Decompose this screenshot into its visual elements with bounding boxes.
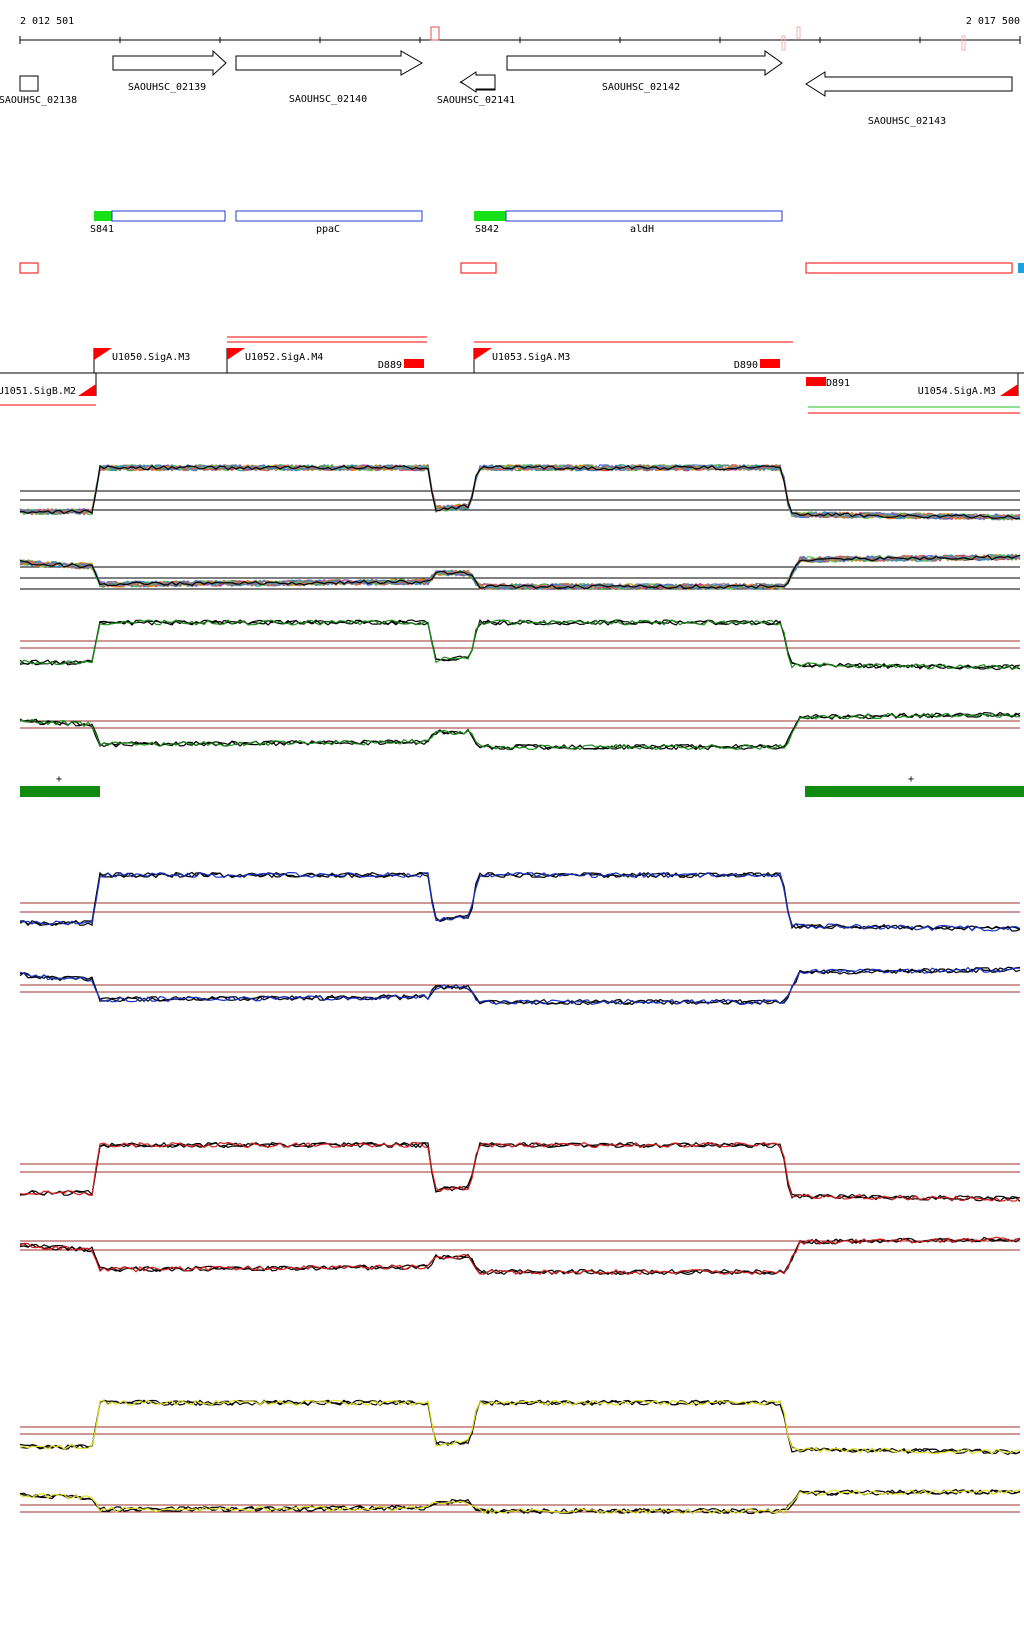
terminator-d891: D891 <box>806 377 850 389</box>
multi-profile-up <box>19 463 1021 521</box>
promoter-u1052: U1052.SigA.M4 <box>226 348 323 373</box>
profile-line-colored <box>19 1141 1021 1202</box>
gene-label: SAOUHSC_02140 <box>289 94 367 105</box>
multi-profile-up <box>19 463 1021 521</box>
profile-line-black <box>19 871 1021 932</box>
gene-label: SAOUHSC_02143 <box>868 116 946 127</box>
profile-line-colored <box>19 1489 1021 1515</box>
profile-line-black <box>19 871 1021 932</box>
gene-arrow-saouhsc-02139[interactable] <box>112 49 227 77</box>
coordinate-ruler: 2 012 501 2 017 500 <box>19 16 1021 51</box>
feature-blue-s841[interactable] <box>111 210 226 222</box>
promoter-label: U1053.SigA.M3 <box>492 352 570 363</box>
feature-blue-aldh[interactable] <box>505 210 783 222</box>
feature-blue-ppac[interactable] <box>235 210 423 222</box>
multi-profile-up <box>19 463 1021 521</box>
profile-line-colored <box>19 1236 1021 1276</box>
gene-arrow-saouhsc-02142[interactable] <box>506 50 783 76</box>
terminator-label: D890 <box>734 360 758 371</box>
promoter-u1053: U1053.SigA.M3 <box>473 348 570 373</box>
promoter-label: U1050.SigA.M3 <box>112 352 190 363</box>
segment-label: + <box>56 774 62 785</box>
promoter-label: U1054.SigA.M3 <box>918 386 996 397</box>
gene-arrow-saouhsc-02143[interactable] <box>805 71 1013 97</box>
multi-profile-up <box>19 463 1021 521</box>
feature-track: S841 ppaC S842 aldH <box>90 210 783 235</box>
terminator-label: D891 <box>826 378 850 389</box>
profile-line-colored <box>19 966 1021 1006</box>
terminator-d889: D889 <box>378 359 424 371</box>
gene-label: SAOUHSC_02142 <box>602 82 680 93</box>
terminator-label: D889 <box>378 360 402 371</box>
expression-profiles <box>19 463 1021 1515</box>
segment-track: + + <box>20 774 1024 797</box>
promoter-u1050: U1050.SigA.M3 <box>93 348 190 373</box>
profile-line-black <box>19 618 1021 671</box>
segment-label: + <box>908 774 914 785</box>
gene-label: SAOUHSC_02138 <box>0 95 77 106</box>
promoter-label: U1052.SigA.M4 <box>245 352 323 363</box>
feature-green-s842[interactable] <box>474 211 506 221</box>
segment-bar[interactable] <box>20 786 100 797</box>
multi-profile-up <box>19 463 1021 521</box>
promoter-u1051: U1051.SigB.M2 <box>0 373 97 397</box>
profile-line-black <box>19 1399 1021 1455</box>
profile-line-black <box>19 619 1021 670</box>
feature-label: ppaC <box>316 224 340 235</box>
regulatory-track: U1050.SigA.M3 U1052.SigA.M4 U1053.SigA.M… <box>0 336 1024 414</box>
multi-profile-up <box>19 463 1021 521</box>
feature-label: S841 <box>90 224 114 235</box>
multi-profile-down <box>19 554 1021 590</box>
feature-green-s841[interactable] <box>94 211 112 221</box>
profile-line-black <box>19 1236 1021 1276</box>
promoter-label: U1051.SigB.M2 <box>0 386 76 397</box>
gene-track: SAOUHSC_02138 SAOUHSC_02139 SAOUHSC_0214… <box>0 49 1013 127</box>
profile-line-colored <box>19 1399 1021 1455</box>
profile-line-colored <box>19 712 1021 751</box>
multi-profile-up <box>19 463 1021 521</box>
terminator-d890: D890 <box>734 359 780 371</box>
profile-line-black <box>19 1488 1021 1515</box>
multi-profile-up <box>19 464 1021 520</box>
profile-line-colored <box>19 619 1021 671</box>
gene-box-saouhsc-02138[interactable] <box>19 75 39 92</box>
promoter-u1054: U1054.SigA.M3 <box>918 373 1019 397</box>
gene-label: SAOUHSC_02139 <box>128 82 206 93</box>
multi-profile-up <box>19 464 1021 521</box>
feature-label: S842 <box>475 224 499 235</box>
multi-profile-up <box>19 463 1021 521</box>
segment-bar[interactable] <box>805 786 1024 797</box>
gene-arrow-saouhsc-02140[interactable] <box>235 50 424 76</box>
coordinate-end: 2 017 500 <box>966 16 1020 27</box>
profile-line-colored <box>19 871 1021 932</box>
feature-label: aldH <box>630 224 654 235</box>
utr-track <box>19 262 1024 274</box>
gene-label: SAOUHSC_02141 <box>437 95 515 106</box>
multi-profile-up <box>19 463 1021 521</box>
coordinate-start: 2 012 501 <box>20 16 74 27</box>
profile-line-black <box>19 1237 1021 1276</box>
multi-profile-up <box>19 463 1021 521</box>
